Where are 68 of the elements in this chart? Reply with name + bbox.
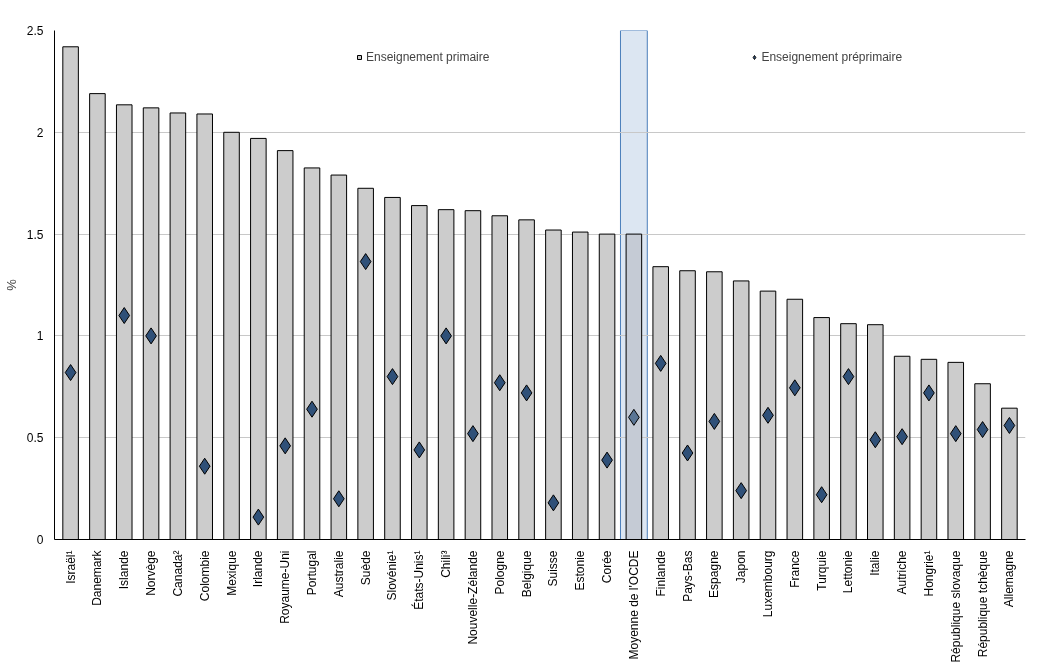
x-tick-label: Lettonie (841, 550, 856, 594)
point (815, 486, 828, 504)
x-tick-label: Australie (331, 550, 346, 598)
x-tick-label: Autriche (895, 550, 910, 595)
y-tick-label: 1 (36, 329, 44, 344)
x-tick-label: États-Unis¹ (411, 550, 427, 610)
point (976, 421, 989, 439)
x-tick-label: Islande (117, 550, 132, 590)
x-tick-label: France (787, 550, 802, 588)
y-axis-title: % (3, 278, 19, 291)
x-tick-label: Norvège (144, 550, 159, 596)
x-tick-label: République slovaque (948, 550, 963, 663)
point (332, 490, 345, 508)
x-tick-label: Moyenne de l'OCDE (626, 550, 641, 660)
y-tick-label: 2.5 (26, 24, 44, 38)
x-tick-label: Estonie (573, 550, 588, 591)
x-tick-label: Hongrie¹ (921, 550, 936, 597)
x-tick-label: Turquie (814, 550, 829, 591)
point (118, 307, 131, 325)
x-tick-label: Corée (600, 550, 615, 584)
x-tick-label: Pays-Bas (680, 550, 695, 602)
x-tick-label: Royaume-Uni (278, 550, 293, 624)
point (547, 494, 560, 512)
x-tick-label: Nouvelle-Zélande (465, 550, 480, 645)
point (949, 425, 962, 443)
point (413, 441, 426, 459)
x-tick-label: Mexique (224, 550, 239, 596)
x-tick-label: Luxembourg (761, 550, 775, 618)
point (198, 457, 211, 475)
point (654, 354, 667, 372)
point (842, 368, 855, 386)
y-tick-label: 1.5 (26, 227, 44, 242)
x-tick-label: République tchèque (975, 550, 990, 658)
point (788, 379, 801, 397)
point (493, 374, 506, 392)
x-tick-label: Suède (358, 550, 373, 586)
x-tick-label: Japon (734, 550, 749, 584)
x-tick-label: Belgique (519, 550, 534, 598)
point (64, 364, 77, 382)
x-tick-label: Allemagne (1002, 550, 1017, 608)
point (386, 368, 399, 386)
x-tick-label: Italie (868, 550, 883, 576)
x-tick-label: Colombie (197, 550, 212, 602)
x-tick-label: Finlande (653, 550, 668, 597)
y-tick-label: 2 (36, 125, 44, 140)
x-tick-label: Portugal (305, 550, 319, 596)
point (279, 437, 292, 455)
x-tick-label: Pologne (492, 550, 507, 595)
point (869, 431, 882, 449)
x-tick-label: Israël¹ (63, 550, 78, 584)
point (735, 482, 748, 500)
point (681, 444, 694, 462)
y-tick-label: 0.5 (26, 431, 44, 446)
legend-label: Enseignement préprimaire (761, 50, 903, 64)
point (520, 384, 533, 402)
x-tick-label: Irlande (251, 550, 266, 588)
point (1003, 416, 1016, 434)
x-tick-label: Slovénie¹ (385, 550, 400, 601)
y-tick-label: 0 (36, 533, 44, 547)
x-tick-label: Canada² (170, 550, 185, 597)
point (708, 412, 721, 430)
legend-label: Enseignement primaire (366, 50, 490, 64)
x-tick-label: Danemark (90, 549, 105, 606)
x-tick-label: Espagne (707, 550, 722, 598)
x-tick-label: Chili³ (439, 550, 454, 578)
x-tick-label: Suisse (546, 550, 561, 587)
point (252, 508, 265, 526)
point (359, 253, 372, 271)
